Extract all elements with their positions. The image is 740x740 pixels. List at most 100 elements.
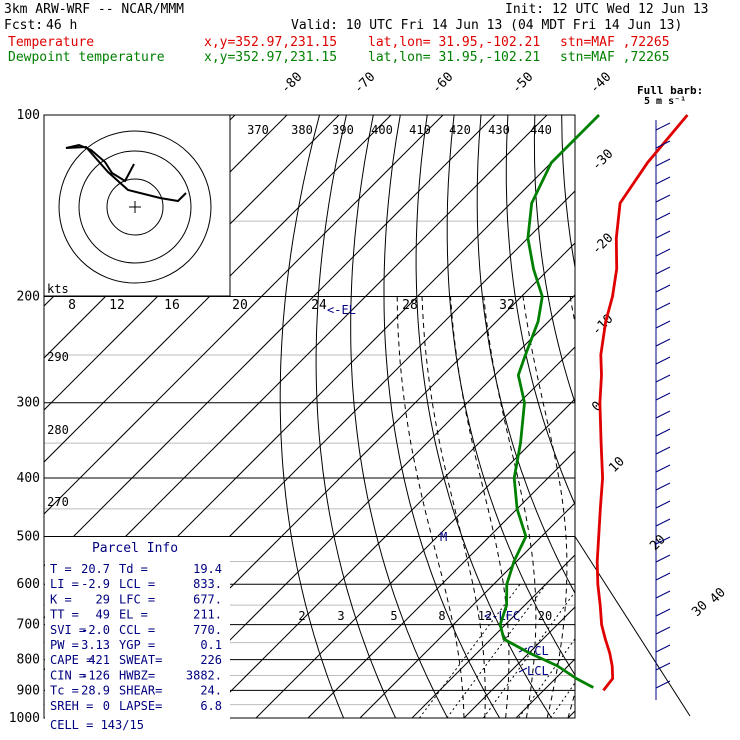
theta-label: 420	[449, 123, 471, 137]
dewpoint-latlon: lat,lon= 31.95,-102.21	[368, 50, 541, 65]
hodograph-center	[129, 201, 141, 213]
pressure-tick-label: 400	[17, 471, 40, 486]
wind-barb	[655, 302, 671, 311]
wind-barb	[655, 554, 671, 563]
parcel-info-cell: CELL = 143/15	[50, 718, 144, 732]
lcl-marker: LCL	[527, 664, 549, 678]
hodograph-ring	[58, 130, 212, 284]
moist-adiabat-line	[396, 296, 465, 718]
hodograph-speed-label: 24	[311, 298, 327, 313]
parcel-info-value: 24.	[200, 684, 222, 698]
wind-barb	[655, 140, 671, 149]
parcel-info-value: 29	[96, 592, 110, 606]
dewpoint-legend: Dewpoint temperature	[8, 50, 165, 65]
valid-time: Valid: 10 UTC Fri 14 Jun 13 (04 MDT Fri …	[291, 18, 683, 33]
hodograph-ring	[78, 150, 192, 264]
pressure-tick-label: 200	[17, 290, 40, 305]
temperature-line	[595, 114, 689, 692]
dry-adiabat-line	[643, 115, 740, 718]
parcel-info-key: Td =	[119, 562, 148, 576]
hodograph-speed-label: 28	[402, 298, 418, 313]
dry-adiabat-line	[415, 115, 553, 718]
wind-barb	[655, 446, 671, 455]
isotherm-line	[44, 115, 392, 463]
temperature-latlon: lat,lon= 31.95,-102.21	[368, 35, 541, 50]
parcel-info-key: LFC =	[119, 592, 155, 606]
parcel-info-value: 211.	[193, 608, 222, 622]
wind-barb	[655, 644, 671, 653]
isotherm-label: -70	[351, 70, 378, 97]
hodograph-ring	[106, 178, 164, 236]
isotherm-line	[620, 115, 740, 718]
moist-adiabat-line	[483, 296, 537, 718]
hodograph-frame	[43, 114, 231, 297]
dry-adiabat-line	[315, 115, 397, 718]
wind-barb	[655, 356, 671, 365]
pressure-tick-label: 300	[17, 396, 40, 411]
isotherm-label: -80	[278, 70, 305, 97]
parcel-info-box	[45, 537, 230, 719]
wind-barb	[655, 122, 671, 131]
dry-adiabat-line	[723, 115, 740, 718]
moist-adiabat-line	[589, 297, 646, 719]
isotherm-line	[203, 346, 575, 718]
temperature-station: stn=MAF ,72265	[560, 35, 670, 50]
parcel-info-key: PW =	[50, 638, 79, 652]
wind-barb	[655, 482, 671, 491]
isotherm-line	[255, 398, 575, 718]
mixing-ratio-label: 5	[390, 609, 397, 623]
m-marker: M	[440, 530, 447, 544]
moist-adiabat-line	[450, 296, 510, 718]
isotherm-label: 40	[707, 585, 729, 607]
forecast-hours: 46 h	[46, 18, 78, 33]
parcel-info-value: -2.0	[81, 623, 110, 637]
isotherm-label: -40	[587, 70, 614, 97]
wind-barb	[655, 248, 671, 257]
parcel-info-value: 6.8	[200, 699, 222, 713]
hodograph-speed-label: 12	[109, 298, 125, 313]
wind-barb	[655, 608, 671, 617]
isotherm-line	[515, 658, 575, 718]
parcel-info-value: 20.7	[81, 562, 110, 576]
parcel-info-key: LCL =	[119, 577, 155, 591]
init-time: Init: 12 UTC Wed 12 Jun 13	[505, 2, 709, 17]
parcel-info-key: LAPSE=	[119, 699, 162, 713]
dry-adiabat-line	[561, 115, 575, 270]
isotherm-label: 0	[589, 399, 605, 415]
isotherm-line	[44, 115, 340, 411]
parcel-info-value: 19.4	[193, 562, 222, 576]
isotherm-line	[359, 502, 575, 718]
theta-label: 280	[47, 423, 69, 437]
theta-label: 390	[332, 123, 354, 137]
mixing-ratio-label: 12	[478, 609, 492, 623]
wind-barb	[655, 410, 671, 419]
theta-label: 290	[47, 350, 69, 364]
wind-barb	[655, 626, 671, 635]
parcel-info-value: 0	[103, 699, 110, 713]
parcel-info-title: Parcel Info	[92, 541, 178, 556]
el-marker: <-EL	[327, 303, 356, 317]
parcel-info-value: 0.1	[200, 638, 222, 652]
parcel-info-value: 3.13	[81, 638, 110, 652]
dry-adiabat-line	[533, 115, 575, 405]
wind-barb	[655, 212, 671, 221]
dry-adiabat-line	[589, 115, 740, 718]
dry-adiabat-line	[696, 115, 740, 718]
theta-label: 270	[47, 495, 69, 509]
mixing-ratio-line	[550, 682, 575, 718]
wind-barb	[655, 158, 671, 167]
dewpoint-xy: x,y=352.97,231.15	[204, 50, 338, 65]
isotherm-line	[672, 115, 740, 718]
wind-barb	[655, 500, 671, 509]
wind-barb	[655, 680, 671, 689]
wind-barb	[655, 392, 671, 401]
theta-label: 410	[409, 123, 431, 137]
parcel-info-key: SHEAR=	[119, 684, 162, 698]
parcel-info-key: LI =	[50, 577, 79, 591]
hodograph-speed-label: 32	[499, 298, 515, 313]
parcel-info-value: -2.9	[81, 577, 110, 591]
isotherm-label: 10	[606, 454, 628, 476]
mixing-ratio-label: 8	[438, 609, 445, 623]
isotherm-line	[44, 115, 444, 515]
dry-adiabat-line	[446, 115, 575, 676]
